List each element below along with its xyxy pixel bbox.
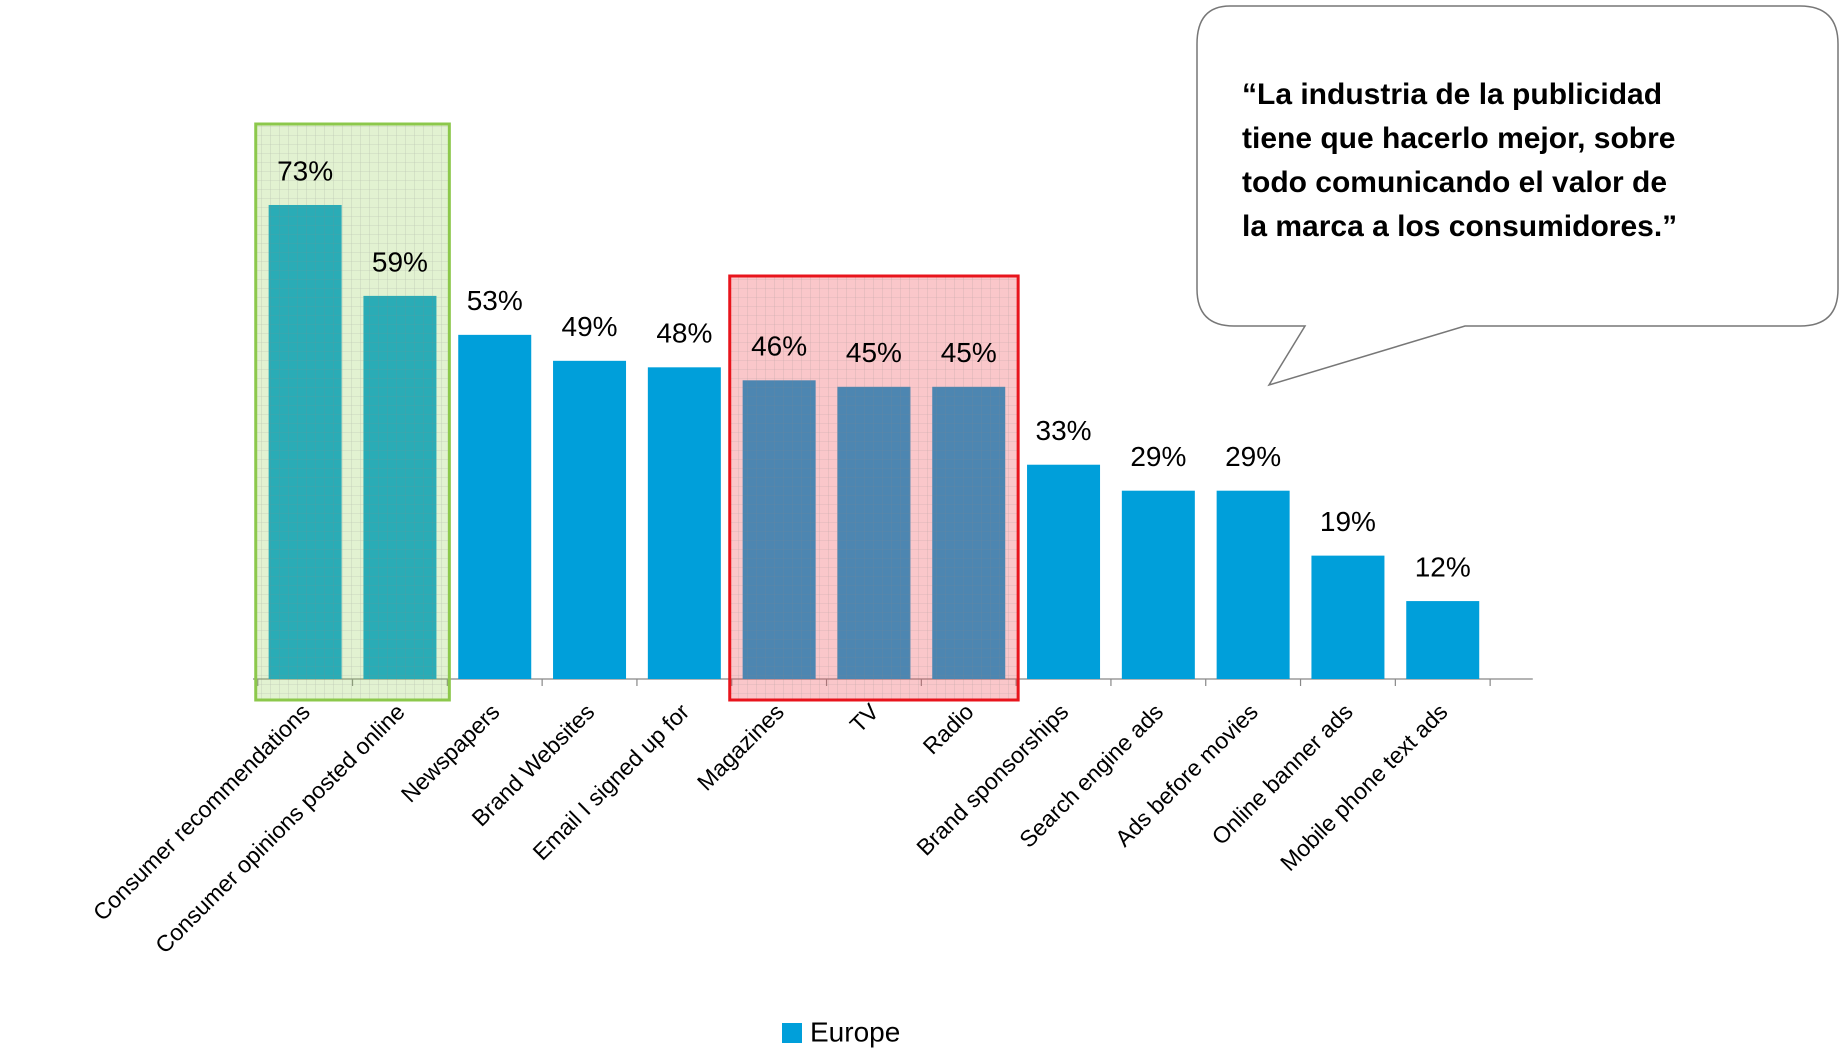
highlight-box [728, 274, 1020, 702]
x-tick-label: Radio [918, 698, 979, 759]
value-label: 48% [656, 318, 712, 349]
highlight-box [254, 122, 451, 702]
x-tick-label: Magazines [692, 698, 789, 795]
x-tick-label: Mobile phone text ads [1275, 698, 1453, 876]
value-label: 45% [941, 337, 997, 368]
value-label: 59% [372, 246, 428, 277]
legend-label: Europe [810, 1016, 900, 1047]
x-tick-label: TV [845, 698, 885, 738]
value-label: 29% [1225, 441, 1281, 472]
bar [1027, 464, 1101, 679]
value-label: 53% [467, 285, 523, 316]
speech-bubble [1196, 5, 1839, 387]
value-label: 46% [751, 331, 807, 362]
value-label: 45% [846, 337, 902, 368]
bar [1216, 490, 1290, 679]
bar [1406, 601, 1480, 679]
value-label: 12% [1415, 551, 1471, 582]
bar [647, 367, 721, 679]
value-label: 73% [277, 155, 333, 186]
value-label: 29% [1130, 441, 1186, 472]
callout-text: la marca a los consumidores.” [1242, 210, 1677, 243]
highlight-grid [255, 124, 450, 700]
callout-text: tiene que hacerlo mejor, sobre [1242, 122, 1675, 155]
highlight-grid [729, 276, 1019, 700]
bar [1311, 555, 1385, 679]
bar [458, 334, 532, 679]
value-label: 19% [1320, 506, 1376, 537]
callout [1196, 5, 1839, 387]
callout-text: “La industria de la publicidad [1242, 78, 1662, 111]
callout-text: todo comunicando el valor de [1242, 166, 1667, 199]
value-label: 49% [562, 311, 618, 342]
x-tick-label: Email I signed up for [528, 698, 695, 865]
bar [1121, 490, 1195, 679]
value-label: 33% [1036, 415, 1092, 446]
legend-swatch [782, 1023, 802, 1043]
bar [553, 360, 627, 679]
